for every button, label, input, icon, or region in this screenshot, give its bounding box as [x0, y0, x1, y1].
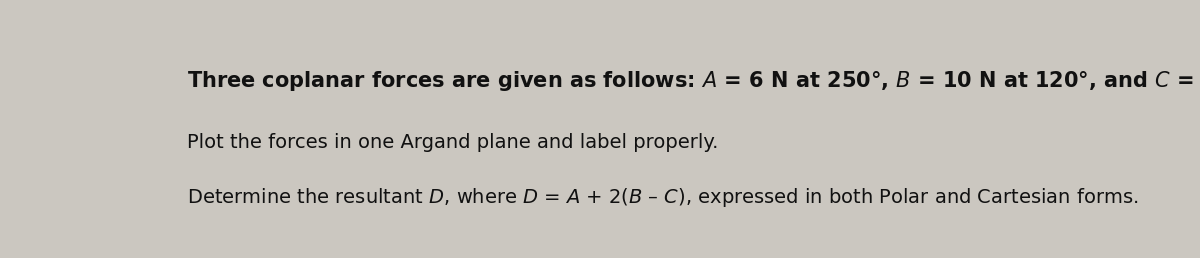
Text: Plot the forces in one Argand plane and label properly.: Plot the forces in one Argand plane and … [187, 133, 719, 152]
Text: Three coplanar forces are given as follows: $\mathbf{\mathit{A}}$ = 6 N at 250°,: Three coplanar forces are given as follo… [187, 69, 1200, 93]
Text: Determine the resultant $\mathbf{\mathit{D}}$, where $\mathbf{\mathit{D}}$ = $\m: Determine the resultant $\mathbf{\mathit… [187, 186, 1139, 209]
